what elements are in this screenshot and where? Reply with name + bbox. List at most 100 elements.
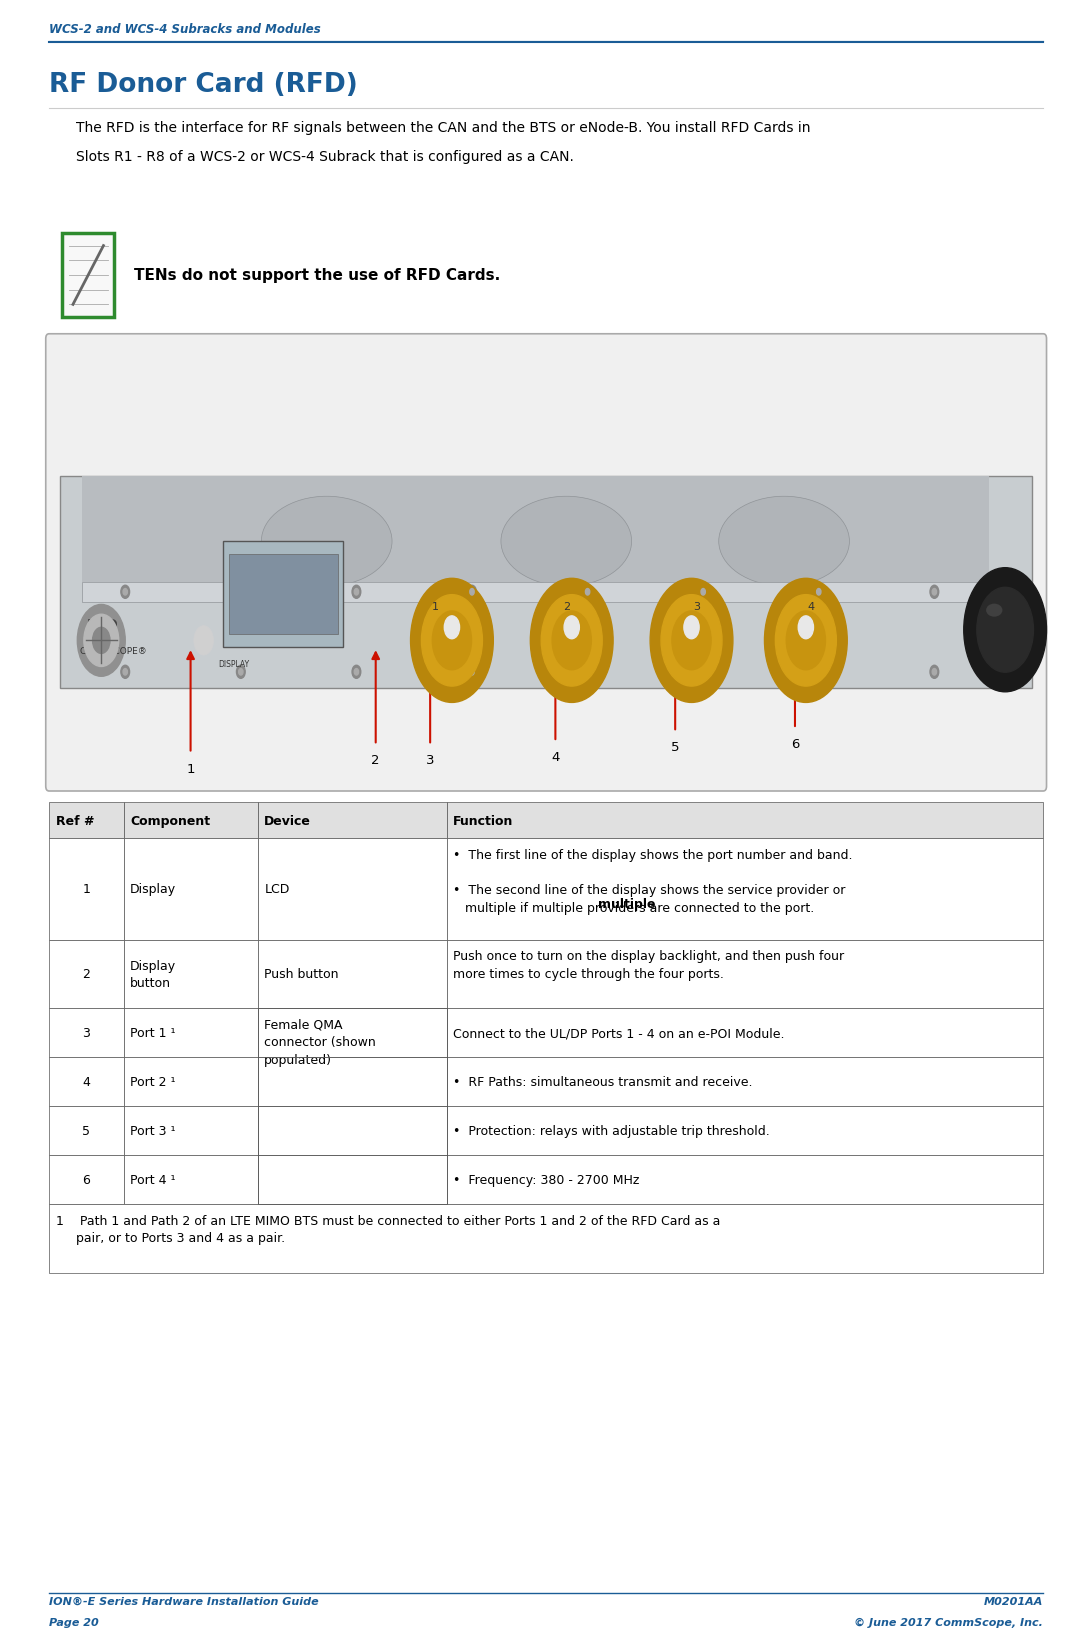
Circle shape <box>469 589 474 596</box>
Text: Device: Device <box>265 814 311 827</box>
Text: RF Donor Card (RFD): RF Donor Card (RFD) <box>49 72 358 98</box>
Text: COMMSCOPE®: COMMSCOPE® <box>79 646 147 656</box>
Circle shape <box>123 589 127 596</box>
Text: 4: 4 <box>83 1075 90 1089</box>
Text: Display: Display <box>130 883 176 896</box>
Bar <box>60 477 1032 689</box>
Text: 3: 3 <box>83 1027 90 1040</box>
Bar <box>229 555 338 635</box>
Text: 4: 4 <box>551 751 560 764</box>
Circle shape <box>930 666 939 679</box>
Text: Port 2 ¹: Port 2 ¹ <box>130 1075 175 1089</box>
Text: 2: 2 <box>83 968 90 981</box>
Bar <box>446 1058 1043 1106</box>
Text: 6: 6 <box>83 1173 90 1186</box>
Bar <box>446 1155 1043 1204</box>
Bar <box>123 1058 258 1106</box>
Circle shape <box>467 586 476 599</box>
Circle shape <box>932 669 937 676</box>
Circle shape <box>786 612 825 671</box>
Bar <box>258 940 446 1009</box>
Circle shape <box>672 612 711 671</box>
Bar <box>258 1106 446 1155</box>
Circle shape <box>775 596 836 687</box>
Circle shape <box>699 666 708 679</box>
Text: 4: 4 <box>808 602 815 612</box>
Bar <box>49 1204 1043 1273</box>
Text: 5: 5 <box>83 1124 90 1138</box>
Circle shape <box>699 586 708 599</box>
Circle shape <box>93 628 110 654</box>
Circle shape <box>444 617 460 640</box>
Circle shape <box>817 669 821 676</box>
Text: Display
button: Display button <box>130 960 176 989</box>
Text: Function: Function <box>453 814 514 827</box>
Text: The RFD is the interface for RF signals between the CAN and the BTS or eNode-B. : The RFD is the interface for RF signals … <box>76 121 810 135</box>
Circle shape <box>421 596 482 687</box>
Text: 1: 1 <box>83 883 90 896</box>
Circle shape <box>352 586 360 599</box>
Bar <box>446 839 1043 940</box>
Bar <box>258 803 446 839</box>
Circle shape <box>236 586 245 599</box>
FancyBboxPatch shape <box>46 335 1047 792</box>
Text: RFD: RFD <box>87 619 119 632</box>
Bar <box>123 1009 258 1058</box>
Circle shape <box>930 586 939 599</box>
Circle shape <box>815 586 823 599</box>
Circle shape <box>932 589 937 596</box>
Bar <box>49 1155 123 1204</box>
Bar <box>223 542 343 648</box>
Bar <box>258 839 446 940</box>
Bar <box>49 803 123 839</box>
Text: Connect to the UL/DP Ports 1 - 4 on an e-POI Module.: Connect to the UL/DP Ports 1 - 4 on an e… <box>453 1027 785 1040</box>
Circle shape <box>552 612 591 671</box>
Text: © June 2017 CommScope, Inc.: © June 2017 CommScope, Inc. <box>855 1617 1043 1627</box>
Text: Port 1 ¹: Port 1 ¹ <box>130 1027 175 1040</box>
Circle shape <box>764 579 847 703</box>
Circle shape <box>584 586 592 599</box>
Bar <box>446 1106 1043 1155</box>
Text: Port 4 ¹: Port 4 ¹ <box>130 1173 175 1186</box>
Bar <box>446 803 1043 839</box>
Bar <box>49 940 123 1009</box>
Circle shape <box>354 669 358 676</box>
Bar <box>123 940 258 1009</box>
Circle shape <box>964 568 1047 692</box>
Circle shape <box>194 627 213 656</box>
Bar <box>49 1106 123 1155</box>
Text: •  Protection: relays with adjustable trip threshold.: • Protection: relays with adjustable tri… <box>453 1124 770 1138</box>
Text: multiple: multiple <box>598 898 656 911</box>
Circle shape <box>815 666 823 679</box>
Circle shape <box>701 669 706 676</box>
Circle shape <box>586 669 590 676</box>
Bar <box>49 839 123 940</box>
Text: •  The first line of the display shows the port number and band.

•  The second : • The first line of the display shows th… <box>453 849 853 914</box>
Text: Port 3 ¹: Port 3 ¹ <box>130 1124 175 1138</box>
Bar <box>123 1106 258 1155</box>
Circle shape <box>236 666 245 679</box>
Text: Page 20: Page 20 <box>49 1617 99 1627</box>
Text: WCS-2 and WCS-4 Subracks and Modules: WCS-2 and WCS-4 Subracks and Modules <box>49 23 321 36</box>
Text: Slots R1 - R8 of a WCS-2 or WCS-4 Subrack that is configured as a CAN.: Slots R1 - R8 of a WCS-2 or WCS-4 Subrac… <box>76 150 574 165</box>
Text: ION®-E Series Hardware Installation Guide: ION®-E Series Hardware Installation Guid… <box>49 1596 319 1606</box>
Bar <box>258 1009 446 1204</box>
Text: 6: 6 <box>791 738 799 751</box>
Text: •  Frequency: 380 - 2700 MHz: • Frequency: 380 - 2700 MHz <box>453 1173 639 1186</box>
Ellipse shape <box>719 496 849 588</box>
Bar <box>446 940 1043 1009</box>
Circle shape <box>564 617 579 640</box>
Circle shape <box>584 666 592 679</box>
Circle shape <box>77 605 125 677</box>
Bar <box>258 1009 446 1058</box>
Text: 3: 3 <box>694 602 700 612</box>
Text: 1: 1 <box>432 602 439 612</box>
Text: DISPLAY: DISPLAY <box>219 659 249 669</box>
Ellipse shape <box>501 496 632 588</box>
Text: 2: 2 <box>371 754 380 767</box>
Text: 3: 3 <box>426 754 435 767</box>
Circle shape <box>84 615 119 667</box>
Ellipse shape <box>987 604 1003 617</box>
Circle shape <box>798 617 813 640</box>
Bar <box>82 477 989 583</box>
